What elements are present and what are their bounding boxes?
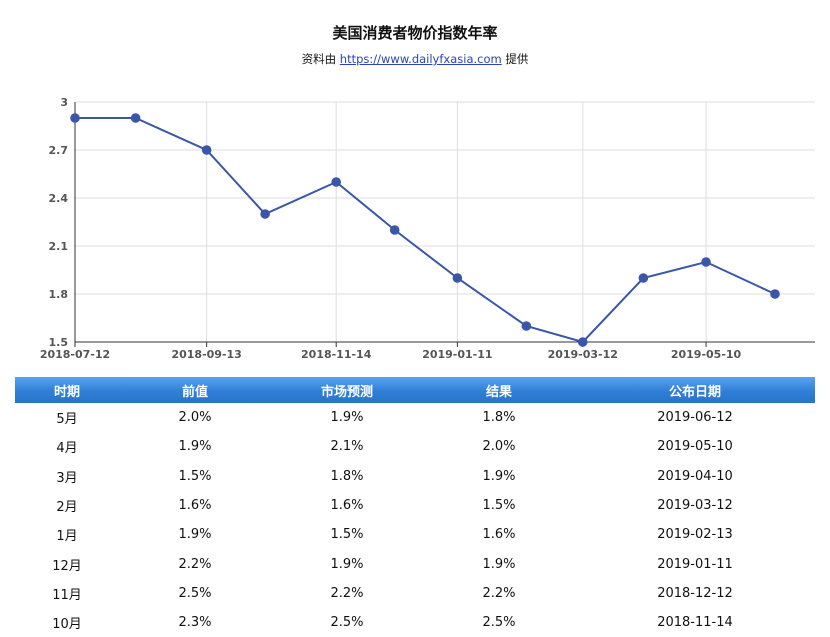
table-row: 3月 1.5% 1.8% 1.9% 2019-04-10 xyxy=(15,462,815,491)
table-row: 10月 2.3% 2.5% 2.5% 2018-11-14 xyxy=(15,608,815,637)
actual-cell: 1.5% xyxy=(482,498,516,514)
data-point xyxy=(638,273,649,283)
x-tick-label: 2018-11-14 xyxy=(301,348,372,361)
x-tick-label: 2018-09-13 xyxy=(171,348,241,361)
actual-cell: 1.6% xyxy=(482,527,516,543)
x-tick-label: 2018-07-12 xyxy=(40,348,110,361)
forecast-cell: 1.9% xyxy=(330,556,364,572)
previous-cell: 2.2% xyxy=(178,556,212,572)
column-header-actual: 结果 xyxy=(423,377,575,403)
column-header-previous: 前值 xyxy=(119,377,271,403)
cpi-data-table: 时期 前值 市场预测 结果 公布日期 5月 2.0% 1.9% 1.8% 2019-06… xyxy=(15,377,815,637)
period-cell: 5月 xyxy=(56,412,78,428)
period-cell: 10月 xyxy=(52,617,82,633)
data-point xyxy=(521,321,532,331)
data-point xyxy=(577,337,588,347)
data-point xyxy=(770,289,780,299)
data-point xyxy=(130,113,141,123)
period-cell: 3月 xyxy=(56,470,78,486)
release-date-cell: 2019-03-12 xyxy=(657,498,733,514)
y-tick-label: 3 xyxy=(60,96,68,109)
release-date-cell: 2018-11-14 xyxy=(657,615,733,631)
table-row: 5月 2.0% 1.9% 1.8% 2019-06-12 xyxy=(15,403,815,432)
actual-cell: 2.5% xyxy=(482,615,516,631)
forecast-cell: 1.5% xyxy=(330,527,364,543)
y-tick-label: 2.7 xyxy=(49,144,69,157)
release-date-cell: 2019-02-13 xyxy=(657,527,733,543)
y-tick-label: 1.5 xyxy=(49,336,69,349)
source-link[interactable]: https://www.dailyfxasia.com xyxy=(339,52,502,66)
release-date-cell: 2018-12-12 xyxy=(657,585,733,601)
actual-cell: 1.9% xyxy=(482,556,516,572)
previous-cell: 1.5% xyxy=(178,468,212,484)
data-point xyxy=(389,225,400,235)
previous-cell: 2.5% xyxy=(178,585,212,601)
y-tick-label: 1.8 xyxy=(49,288,69,301)
table-row: 4月 1.9% 2.1% 2.0% 2019-05-10 xyxy=(15,432,815,461)
table-header-row: 时期 前值 市场预测 结果 公布日期 xyxy=(15,377,815,403)
column-header-forecast: 市场预测 xyxy=(271,377,423,403)
actual-cell: 1.9% xyxy=(482,468,516,484)
data-point xyxy=(452,273,463,283)
period-cell: 11月 xyxy=(52,587,82,603)
period-cell: 12月 xyxy=(52,558,82,574)
column-header-period: 时期 xyxy=(15,377,119,403)
table-row: 11月 2.5% 2.2% 2.2% 2018-12-12 xyxy=(15,579,815,608)
data-point xyxy=(70,113,80,123)
forecast-cell: 1.8% xyxy=(330,468,364,484)
actual-cell: 1.8% xyxy=(482,410,516,426)
forecast-cell: 1.6% xyxy=(330,498,364,514)
previous-cell: 2.3% xyxy=(178,615,212,631)
forecast-cell: 2.5% xyxy=(330,615,364,631)
x-tick-label: 2019-01-11 xyxy=(422,348,492,361)
chart-subtitle: 资料由 https://www.dailyfxasia.com 提供 xyxy=(0,51,830,67)
data-point xyxy=(260,209,270,219)
period-cell: 1月 xyxy=(56,529,78,545)
previous-cell: 2.0% xyxy=(178,410,212,426)
forecast-cell: 1.9% xyxy=(330,410,364,426)
y-tick-label: 2.1 xyxy=(49,240,69,253)
chart-title: 美国消费者物价指数年率 xyxy=(332,24,498,42)
previous-cell: 1.6% xyxy=(178,498,212,514)
previous-cell: 1.9% xyxy=(178,439,212,455)
release-date-cell: 2019-01-11 xyxy=(657,556,733,572)
subtitle-suffix: 提供 xyxy=(505,52,529,66)
x-tick-label: 2019-03-12 xyxy=(548,348,618,361)
actual-cell: 2.0% xyxy=(482,439,516,455)
release-date-cell: 2019-06-12 xyxy=(657,410,733,426)
table-row: 12月 2.2% 1.9% 1.9% 2019-01-11 xyxy=(15,549,815,578)
series-line xyxy=(75,117,776,344)
line-chart: 1.5 1.8 2.1 2.4 2.7 3 2018-07-12 2018-09-13 2018… xyxy=(40,96,815,361)
previous-cell: 1.9% xyxy=(178,527,212,543)
release-date-cell: 2019-05-10 xyxy=(657,439,733,455)
forecast-cell: 2.1% xyxy=(330,439,364,455)
period-cell: 2月 xyxy=(56,500,78,516)
period-cell: 4月 xyxy=(56,441,78,457)
table-body: 5月 2.0% 1.9% 1.8% 2019-06-12 4月 1.9% 2.1% 2.0% 20… xyxy=(15,403,815,637)
actual-cell: 2.2% xyxy=(482,585,516,601)
x-tick-label: 2019-05-10 xyxy=(671,348,742,361)
data-point xyxy=(201,145,212,155)
data-point xyxy=(331,177,341,187)
subtitle-prefix: 资料由 xyxy=(301,52,337,66)
table-row: 2月 1.6% 1.6% 1.5% 2019-03-12 xyxy=(15,491,815,520)
y-tick-label: 2.4 xyxy=(49,192,69,205)
table-row: 1月 1.9% 1.5% 1.6% 2019-02-13 xyxy=(15,520,815,549)
column-header-release-date: 公布日期 xyxy=(575,377,815,403)
data-point xyxy=(701,257,711,267)
forecast-cell: 2.2% xyxy=(330,585,364,601)
release-date-cell: 2019-04-10 xyxy=(657,468,733,484)
